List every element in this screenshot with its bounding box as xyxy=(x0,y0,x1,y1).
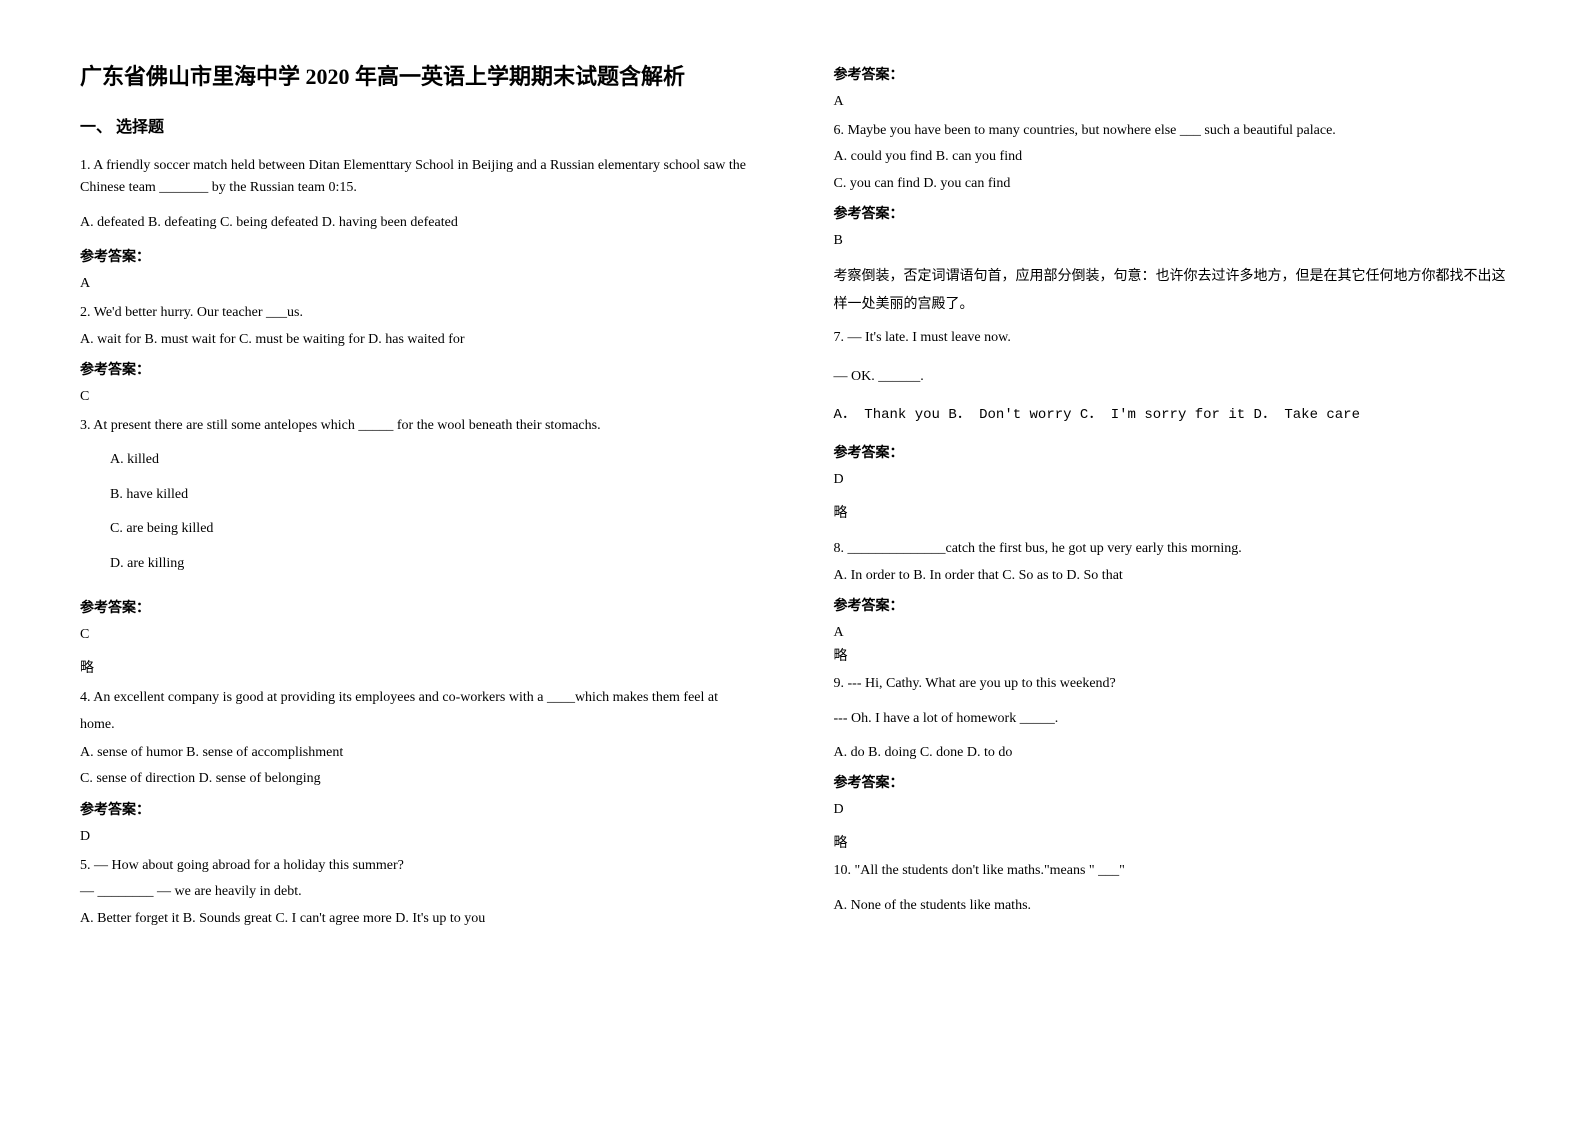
q4-opts2: C. sense of direction D. sense of belong… xyxy=(80,768,754,790)
q8-text: 8. ______________catch the first bus, he… xyxy=(834,538,1508,560)
q6-explanation: 考察倒装，否定词谓语句首，应用部分倒装，句意：也许你去过许多地方，但是在其它任何… xyxy=(834,263,1508,319)
q5-text2: — ________ — we are heavily in debt. xyxy=(80,881,754,903)
q6-answer-label: 参考答案： xyxy=(834,203,1508,223)
right-column: 参考答案： A 6. Maybe you have been to many c… xyxy=(794,60,1508,1082)
q7-note: 略 xyxy=(834,502,1508,522)
q9-note: 略 xyxy=(834,832,1508,852)
doc-title: 广东省佛山市里海中学 2020 年高一英语上学期期末试题含解析 xyxy=(80,60,754,93)
q4-opts1: A. sense of humor B. sense of accomplish… xyxy=(80,742,754,764)
q8-answer-label: 参考答案： xyxy=(834,595,1508,615)
q2-answer-label: 参考答案： xyxy=(80,359,754,379)
q3-opt-c: C. are being killed xyxy=(80,518,754,540)
section-1-header: 一、 选择题 xyxy=(80,113,754,137)
left-column: 广东省佛山市里海中学 2020 年高一英语上学期期末试题含解析 一、 选择题 1… xyxy=(80,60,794,1082)
q3-text: 3. At present there are still some antel… xyxy=(80,415,754,437)
q5-options: A. Better forget it B. Sounds great C. I… xyxy=(80,908,754,930)
q7-text1: 7. — It's late. I must leave now. xyxy=(834,327,1508,349)
q7-answer-label: 参考答案： xyxy=(834,442,1508,462)
q4-text: 4. An excellent company is good at provi… xyxy=(80,685,754,738)
q9-text1: 9. --- Hi, Cathy. What are you up to thi… xyxy=(834,673,1508,695)
q9-options: A. do B. doing C. done D. to do xyxy=(834,742,1508,764)
q6-opts2: C. you can find D. you can find xyxy=(834,173,1508,195)
q1-answer-label: 参考答案： xyxy=(80,246,754,266)
q8-options: A. In order to B. In order that C. So as… xyxy=(834,565,1508,587)
q4-answer-label: 参考答案： xyxy=(80,799,754,819)
q7-answer: D xyxy=(834,472,1508,488)
q2-answer: C xyxy=(80,389,754,405)
q3-opt-d: D. are killing xyxy=(80,553,754,575)
q5-text1: 5. — How about going abroad for a holida… xyxy=(80,855,754,877)
q6-answer: B xyxy=(834,233,1508,249)
q2-options: A. wait for B. must wait for C. must be … xyxy=(80,329,754,351)
q10-text: 10. "All the students don't like maths."… xyxy=(834,860,1508,882)
q3-opt-a: A. killed xyxy=(80,449,754,471)
q5-answer-label: 参考答案： xyxy=(834,64,1508,84)
q7-options: A． Thank you B． Don't worry C． I'm sorry… xyxy=(834,404,1508,426)
q8-note: 略 xyxy=(834,645,1508,665)
q3-answer-label: 参考答案： xyxy=(80,597,754,617)
q9-text2: --- Oh. I have a lot of homework _____. xyxy=(834,708,1508,730)
q1-text: 1. A friendly soccer match held between … xyxy=(80,155,754,200)
q1-answer: A xyxy=(80,276,754,292)
q6-text: 6. Maybe you have been to many countries… xyxy=(834,120,1508,142)
q4-answer: D xyxy=(80,829,754,845)
q9-answer-label: 参考答案： xyxy=(834,772,1508,792)
q3-note: 略 xyxy=(80,657,754,677)
q8-answer: A xyxy=(834,625,1508,641)
q5-answer: A xyxy=(834,94,1508,110)
q9-answer: D xyxy=(834,802,1508,818)
q1-options: A. defeated B. defeating C. being defeat… xyxy=(80,212,754,234)
q7-text2: — OK. ______. xyxy=(834,366,1508,388)
q6-opts1: A. could you find B. can you find xyxy=(834,146,1508,168)
q3-answer: C xyxy=(80,627,754,643)
q10-opt-a: A. None of the students like maths. xyxy=(834,895,1508,917)
q2-text: 2. We'd better hurry. Our teacher ___us. xyxy=(80,302,754,324)
q3-opt-b: B. have killed xyxy=(80,484,754,506)
